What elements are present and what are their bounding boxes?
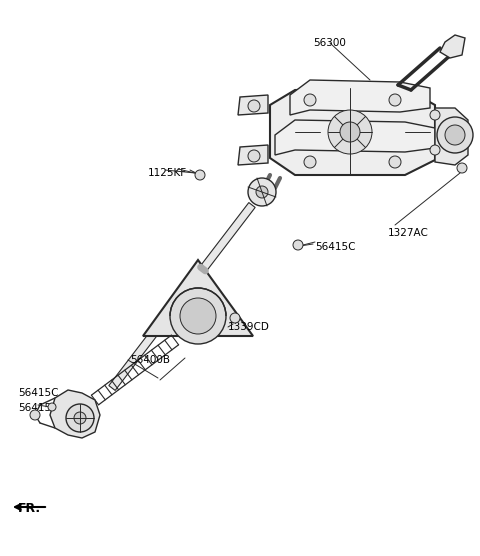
Circle shape: [66, 404, 94, 432]
Text: 56415: 56415: [18, 403, 51, 413]
Circle shape: [248, 178, 276, 206]
Circle shape: [304, 94, 316, 106]
Text: 56415C: 56415C: [18, 388, 59, 398]
Circle shape: [389, 156, 401, 168]
Text: FR.: FR.: [18, 502, 41, 515]
Text: 1339CD: 1339CD: [228, 322, 270, 332]
Circle shape: [170, 288, 226, 344]
Polygon shape: [435, 108, 468, 165]
Circle shape: [445, 125, 465, 145]
Circle shape: [248, 100, 260, 112]
Polygon shape: [50, 390, 100, 438]
Polygon shape: [275, 120, 435, 155]
Circle shape: [230, 313, 240, 323]
Circle shape: [293, 240, 303, 250]
Polygon shape: [440, 35, 465, 58]
Polygon shape: [290, 80, 430, 115]
Circle shape: [457, 163, 467, 173]
Text: 56300: 56300: [313, 38, 347, 48]
Polygon shape: [270, 88, 435, 175]
Text: 56400B: 56400B: [130, 355, 170, 365]
Circle shape: [48, 403, 56, 411]
Polygon shape: [143, 260, 253, 336]
Text: 1125KF: 1125KF: [148, 168, 187, 178]
Circle shape: [328, 110, 372, 154]
Polygon shape: [238, 95, 268, 115]
Circle shape: [430, 110, 440, 120]
Circle shape: [30, 410, 40, 420]
Circle shape: [248, 150, 260, 162]
Circle shape: [195, 170, 205, 180]
Circle shape: [304, 156, 316, 168]
Circle shape: [180, 298, 216, 334]
Circle shape: [74, 412, 86, 424]
Circle shape: [430, 145, 440, 155]
Polygon shape: [238, 145, 268, 165]
Circle shape: [389, 94, 401, 106]
Text: 56415C: 56415C: [315, 242, 356, 252]
Circle shape: [256, 186, 268, 198]
Circle shape: [437, 117, 473, 153]
Circle shape: [340, 122, 360, 142]
Text: 1327AC: 1327AC: [388, 228, 429, 238]
Polygon shape: [109, 202, 255, 390]
